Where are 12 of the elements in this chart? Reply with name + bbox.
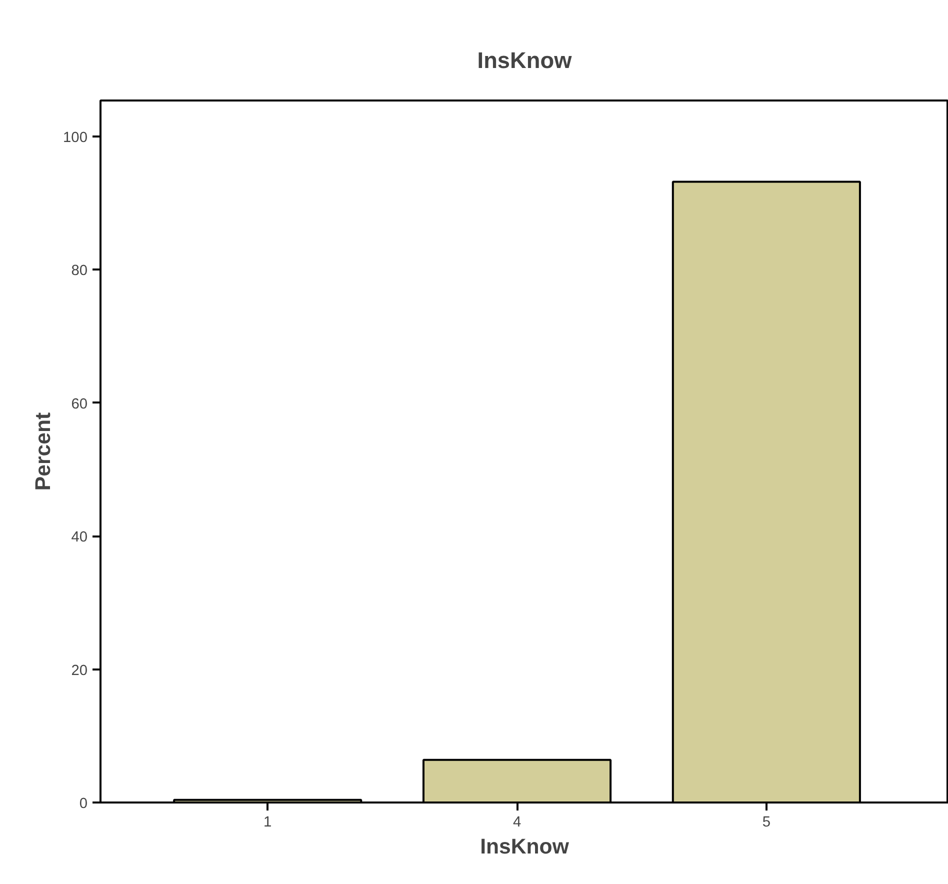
x-tick-label: 5 bbox=[762, 814, 771, 830]
chart-title: InsKnow bbox=[477, 47, 572, 73]
y-tick-label: 20 bbox=[71, 662, 88, 679]
y-tick-label: 100 bbox=[63, 130, 88, 146]
x-tick-label: 1 bbox=[264, 814, 272, 830]
y-tick-label: 40 bbox=[71, 530, 88, 546]
y-tick-label: 0 bbox=[79, 796, 88, 812]
x-axis-title: InsKnow bbox=[480, 834, 570, 858]
y-tick-label: 60 bbox=[71, 396, 88, 412]
x-tick-label: 4 bbox=[512, 814, 522, 830]
y-tick-label: 80 bbox=[71, 263, 88, 280]
y-axis-title: Percent bbox=[31, 412, 56, 491]
